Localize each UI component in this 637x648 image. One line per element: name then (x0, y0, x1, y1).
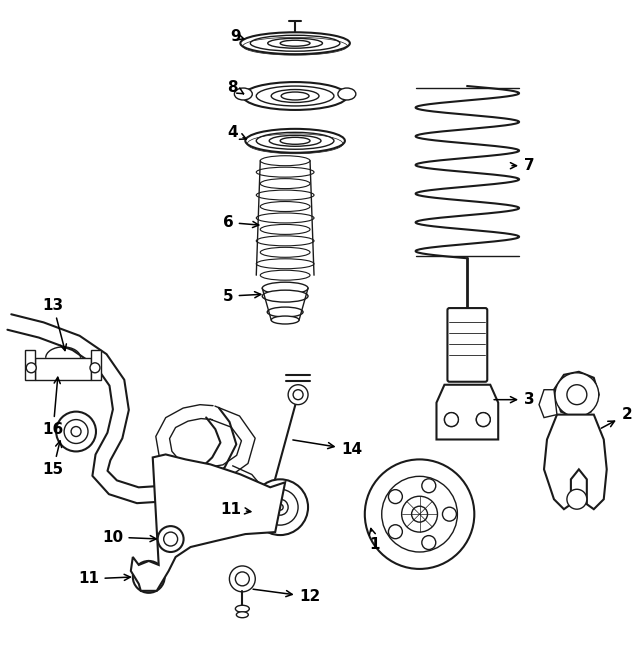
Circle shape (71, 426, 81, 437)
Ellipse shape (259, 511, 277, 521)
Text: 10: 10 (103, 529, 156, 544)
Ellipse shape (240, 32, 350, 54)
Ellipse shape (256, 86, 334, 106)
Ellipse shape (250, 35, 340, 51)
Text: 4: 4 (227, 125, 246, 141)
Circle shape (272, 499, 288, 515)
Circle shape (389, 490, 403, 503)
Text: 7: 7 (510, 158, 534, 173)
Text: 2: 2 (601, 407, 632, 428)
Circle shape (476, 413, 490, 426)
Ellipse shape (261, 179, 310, 189)
Polygon shape (91, 350, 101, 380)
Text: 1: 1 (369, 529, 380, 551)
Polygon shape (539, 389, 557, 417)
Ellipse shape (235, 605, 249, 612)
Circle shape (259, 495, 277, 513)
Ellipse shape (243, 82, 347, 110)
Ellipse shape (281, 92, 309, 100)
Text: 16: 16 (43, 377, 64, 437)
Circle shape (293, 389, 303, 400)
Polygon shape (131, 454, 285, 591)
Circle shape (132, 561, 165, 593)
Circle shape (422, 536, 436, 550)
Circle shape (567, 489, 587, 509)
Ellipse shape (261, 248, 310, 257)
Ellipse shape (271, 89, 319, 102)
Polygon shape (544, 415, 606, 509)
Ellipse shape (338, 88, 356, 100)
Ellipse shape (256, 236, 314, 246)
Circle shape (235, 572, 249, 586)
Ellipse shape (261, 202, 310, 211)
Ellipse shape (245, 129, 345, 153)
Ellipse shape (256, 259, 314, 269)
Ellipse shape (261, 224, 310, 235)
Circle shape (365, 459, 475, 569)
Text: 9: 9 (230, 29, 244, 44)
Circle shape (158, 526, 183, 552)
Text: 11: 11 (220, 502, 251, 516)
Circle shape (64, 420, 88, 443)
Circle shape (443, 507, 456, 521)
Polygon shape (25, 350, 35, 380)
Circle shape (288, 385, 308, 404)
Text: 12: 12 (253, 589, 320, 605)
Circle shape (56, 411, 96, 452)
Circle shape (145, 573, 153, 581)
Ellipse shape (280, 137, 310, 145)
Circle shape (90, 363, 100, 373)
Ellipse shape (268, 307, 303, 317)
Text: 15: 15 (43, 441, 64, 477)
Text: 13: 13 (43, 297, 66, 351)
Ellipse shape (256, 190, 314, 200)
Ellipse shape (269, 135, 321, 146)
FancyBboxPatch shape (447, 308, 487, 382)
Circle shape (476, 413, 490, 426)
Circle shape (164, 532, 178, 546)
Circle shape (229, 566, 255, 592)
Ellipse shape (268, 38, 322, 48)
Circle shape (262, 489, 298, 525)
Polygon shape (35, 358, 91, 380)
Circle shape (567, 385, 587, 404)
Ellipse shape (236, 612, 248, 618)
Text: 6: 6 (223, 215, 259, 230)
Ellipse shape (262, 290, 308, 302)
Polygon shape (554, 372, 599, 417)
Ellipse shape (256, 213, 314, 223)
Text: 11: 11 (78, 572, 131, 586)
Ellipse shape (261, 156, 310, 166)
Ellipse shape (262, 282, 308, 294)
Circle shape (140, 568, 158, 586)
Circle shape (402, 496, 438, 532)
Ellipse shape (234, 88, 252, 100)
Circle shape (389, 525, 403, 538)
Text: 3: 3 (494, 392, 534, 407)
Circle shape (412, 506, 427, 522)
Circle shape (252, 480, 308, 535)
Text: 5: 5 (223, 288, 261, 304)
Ellipse shape (256, 132, 334, 149)
Circle shape (445, 413, 459, 426)
Circle shape (26, 363, 36, 373)
Ellipse shape (271, 316, 299, 324)
Circle shape (277, 504, 283, 510)
Polygon shape (436, 385, 498, 439)
Circle shape (382, 476, 457, 552)
Circle shape (422, 479, 436, 492)
Ellipse shape (280, 40, 310, 46)
Ellipse shape (261, 270, 310, 280)
Ellipse shape (256, 167, 314, 177)
Circle shape (445, 413, 459, 426)
Circle shape (555, 373, 599, 417)
Text: 8: 8 (227, 80, 243, 95)
Text: 14: 14 (293, 440, 362, 457)
